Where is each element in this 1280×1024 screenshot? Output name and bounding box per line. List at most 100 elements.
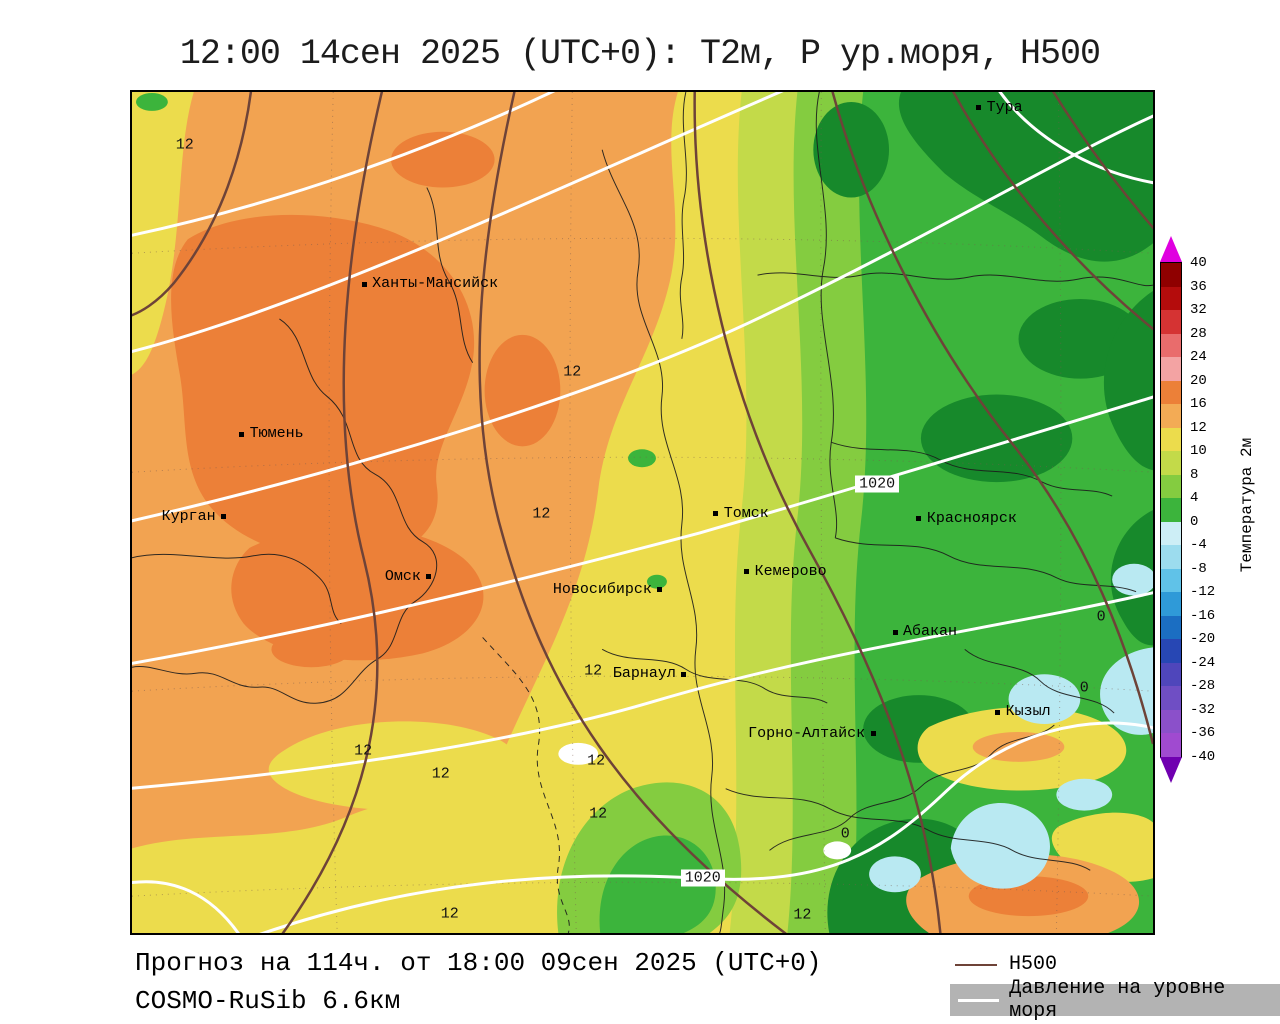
pressure-line-sample-icon (958, 998, 1000, 1002)
city-label: Тура (986, 98, 1023, 116)
colorbar-segment (1161, 545, 1181, 569)
contour-value-label: 12 (587, 752, 606, 770)
temperature-fill-layer (132, 92, 1153, 933)
city-label: Кемерово (754, 562, 827, 580)
city-dot-icon (976, 105, 982, 111)
colorbar-tick: 28 (1190, 325, 1207, 342)
colorbar-segment (1161, 310, 1181, 334)
colorbar-tick: 36 (1190, 278, 1207, 295)
isobar-value-label: 1020 (855, 475, 900, 493)
colorbar-segment (1161, 286, 1181, 310)
city-label: Курган (161, 507, 216, 525)
colorbar-segment (1161, 404, 1181, 428)
colorbar-tick: 32 (1190, 302, 1207, 318)
colorbar-segment (1161, 474, 1181, 498)
colorbar-segment (1161, 662, 1181, 686)
contour-value-label: 12 (563, 363, 582, 381)
legend-pressure: Давление на уровне моря (950, 977, 1280, 1023)
city-layer: Тура Ханты-Мансийск Тюмень Курган Омск Томск К… (132, 92, 1153, 933)
contour-value-label: 12 (589, 805, 608, 823)
city-label: Томск (723, 504, 769, 522)
city-dot-icon (995, 709, 1001, 715)
model-info: COSMO-RuSib 6.6км (135, 986, 401, 1016)
colorbar-segment (1161, 521, 1181, 545)
colorbar-tick: 8 (1190, 466, 1199, 483)
colorbar-ticks: 40 36 32 28 24 20 16 12 10 8 4 0 -4 -8 -12 -16 -20 -24 -28… (1190, 0, 1250, 1024)
temperature-colorbar (1160, 262, 1182, 758)
h500-label: H500 (1009, 953, 1058, 976)
city-label: Ханты-Мансийск (372, 275, 499, 293)
city-label: Тюмень (249, 425, 304, 443)
h500-contours (132, 92, 1153, 933)
colorbar-segment (1161, 263, 1181, 287)
pressure-label: Давление на уровне моря (1009, 977, 1226, 1023)
weather-map: 12 12 12 12 12 12 12 12 12 12 0 0 0 1020 1020 Тура Хант… (130, 90, 1155, 935)
city-label: Омск (384, 567, 421, 585)
legend-h500: H500 (955, 953, 1057, 976)
h500-line-sample-icon (955, 963, 997, 966)
colorbar-segment (1161, 451, 1181, 475)
contour-value-label: 0 (1079, 679, 1089, 697)
colorbar-title: Температура 2м (1238, 437, 1256, 573)
colorbar-segment (1161, 357, 1181, 381)
colorbar-segment (1161, 568, 1181, 592)
city-label: Кызыл (1005, 703, 1051, 721)
contour-value-label: 12 (440, 905, 459, 923)
colorbar-tick: -4 (1190, 537, 1207, 553)
colorbar-segment (1161, 639, 1181, 663)
colorbar-tick: -12 (1190, 584, 1216, 600)
colorbar-tick: 16 (1190, 396, 1207, 412)
colorbar-tick: -8 (1190, 560, 1207, 577)
contour-label-layer: 12 12 12 12 12 12 12 12 12 12 0 0 0 1020 1020 (132, 92, 1153, 933)
city-dot-icon (426, 574, 432, 580)
colorbar-segment (1161, 592, 1181, 616)
contour-value-label: 0 (840, 825, 850, 843)
colorbar-tick: -20 (1190, 631, 1216, 647)
city-label: Новосибирск (552, 580, 652, 598)
colorbar-tick: -16 (1190, 607, 1216, 624)
city-dot-icon (221, 514, 227, 520)
contour-value-label: 12 (793, 906, 812, 924)
admin-boundaries (132, 92, 1153, 933)
colorbar-tick: -36 (1190, 725, 1216, 741)
city-label: Барнаул (612, 665, 676, 683)
colorbar-tick: 4 (1190, 490, 1199, 506)
colorbar-tick: 10 (1190, 443, 1207, 459)
city-label: Красноярск (926, 509, 1017, 527)
city-dot-icon (681, 671, 687, 677)
city-dot-icon (892, 629, 898, 635)
colorbar-segment (1161, 498, 1181, 522)
colorbar-tick: 20 (1190, 372, 1207, 389)
contour-value-label: 0 (1096, 608, 1106, 625)
city-label: Горно-Алтайск (748, 724, 866, 742)
colorbar-tick: -24 (1190, 654, 1216, 671)
contour-value-label: 12 (584, 662, 603, 680)
colorbar-segment (1161, 733, 1181, 757)
contour-value-label: 12 (431, 765, 450, 783)
colorbar-segment (1161, 427, 1181, 451)
temperature-field-svg (132, 92, 1153, 933)
city-dot-icon (713, 511, 719, 517)
colorbar-segment (1161, 615, 1181, 639)
isobar-value-label: 1020 (680, 869, 725, 887)
colorbar-segment (1161, 380, 1181, 404)
pressure-isobars (132, 92, 1153, 933)
colorbar-segment (1161, 333, 1181, 357)
forecast-info: Прогноз на 114ч. от 18:00 09сен 2025 (UT… (135, 948, 822, 978)
contour-value-label: 12 (354, 742, 373, 760)
colorbar-tick: -32 (1190, 701, 1216, 718)
colorbar-tick: -40 (1190, 748, 1216, 765)
colorbar-tick: 24 (1190, 349, 1207, 365)
colorbar-segment (1161, 686, 1181, 710)
colorbar-tick: 12 (1190, 419, 1207, 436)
colorbar-segment (1161, 709, 1181, 733)
colorbar-tick: 40 (1190, 255, 1207, 271)
city-dot-icon (870, 731, 876, 737)
city-dot-icon (744, 569, 750, 575)
city-label: Абакан (903, 623, 958, 641)
colorbar-tick: 0 (1190, 513, 1199, 530)
colorbar-arrow-bottom (1160, 757, 1182, 783)
contour-value-label: 12 (532, 505, 551, 523)
city-dot-icon (239, 431, 245, 437)
city-dot-icon (361, 281, 367, 287)
